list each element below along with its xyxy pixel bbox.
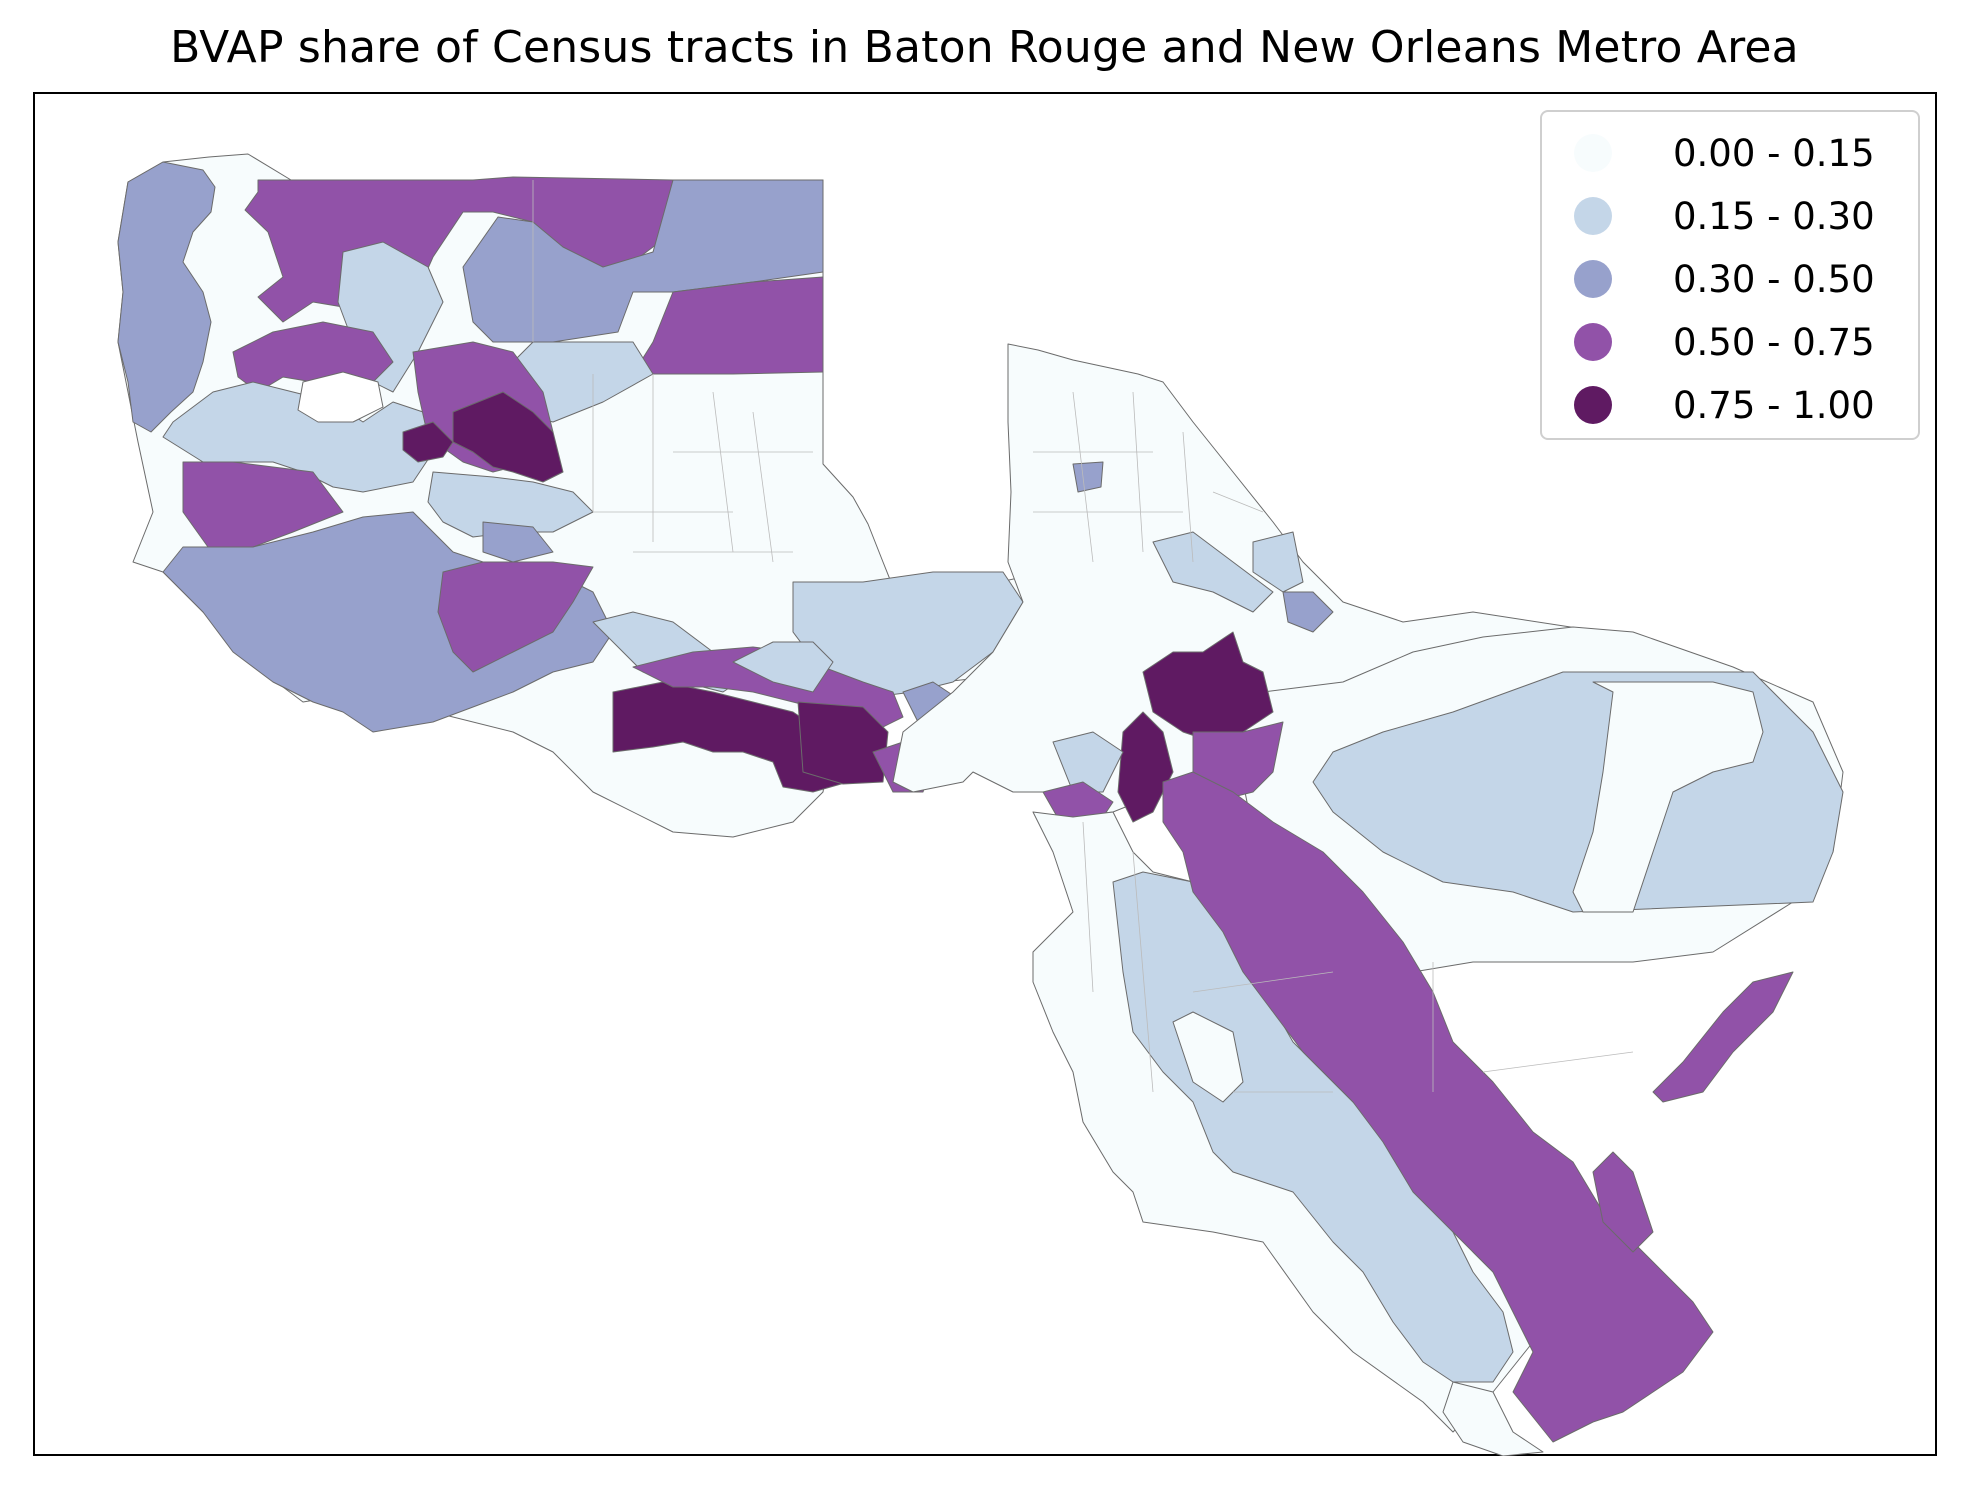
tract <box>182 461 344 548</box>
tract <box>1572 681 1764 913</box>
legend-swatch <box>1574 323 1612 361</box>
tract <box>1252 531 1304 593</box>
legend-item: 0.75 - 1.00 <box>1542 378 1918 432</box>
map-title: BVAP share of Census tracts in Baton Rou… <box>170 22 1799 73</box>
tract <box>612 681 849 793</box>
tract <box>1592 1151 1654 1253</box>
tract <box>1442 1381 1544 1456</box>
tract <box>1072 461 1104 493</box>
tract <box>117 161 216 433</box>
legend-swatch <box>1574 386 1612 424</box>
tract <box>732 641 834 693</box>
tract <box>1162 771 1714 1443</box>
choropleth-map <box>117 153 1844 1456</box>
tract <box>462 179 824 343</box>
tract <box>427 471 594 538</box>
tract <box>1152 531 1274 613</box>
tract <box>297 371 384 423</box>
legend: 0.00 - 0.15 0.15 - 0.30 0.30 - 0.50 0.50… <box>1540 110 1920 440</box>
legend-label: 0.75 - 1.00 <box>1673 384 1875 427</box>
tract <box>452 391 564 483</box>
legend-item: 0.50 - 0.75 <box>1542 315 1918 369</box>
legend-label: 0.50 - 0.75 <box>1673 321 1875 364</box>
tract <box>402 421 454 463</box>
legend-item: 0.30 - 0.50 <box>1542 252 1918 306</box>
tract <box>1052 731 1124 793</box>
legend-item: 0.15 - 0.30 <box>1542 189 1918 243</box>
legend-label: 0.30 - 0.50 <box>1673 258 1875 301</box>
legend-swatch <box>1574 260 1612 298</box>
legend-label: 0.00 - 0.15 <box>1673 132 1875 175</box>
legend-swatch <box>1574 197 1612 235</box>
legend-item: 0.00 - 0.15 <box>1542 126 1918 180</box>
tract <box>437 561 594 673</box>
tract <box>797 701 889 785</box>
tract <box>1142 631 1274 743</box>
tract <box>632 276 824 375</box>
tract <box>482 521 554 563</box>
tract <box>1652 971 1794 1103</box>
tract <box>1172 1011 1244 1103</box>
legend-swatch <box>1574 134 1612 172</box>
tract <box>1282 591 1334 633</box>
legend-label: 0.15 - 0.30 <box>1673 195 1875 238</box>
